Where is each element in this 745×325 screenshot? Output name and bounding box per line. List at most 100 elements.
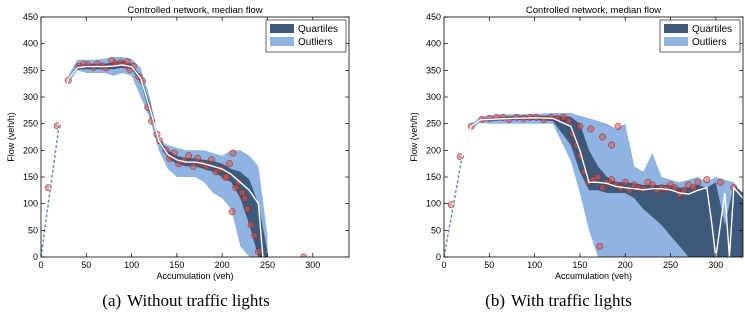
y-tick-label: 150	[426, 172, 441, 182]
chart-title: Controlled network, median flow	[127, 5, 262, 16]
x-tick-label: 100	[527, 260, 542, 270]
sample-point	[680, 186, 688, 194]
x-axis-label: Accumulation (veh)	[156, 271, 233, 281]
sample-point	[229, 149, 237, 157]
y-tick-label: 250	[426, 119, 441, 129]
x-tick-label: 300	[305, 260, 320, 270]
sample-point	[123, 58, 131, 66]
sample-point	[244, 205, 251, 213]
median-line	[41, 64, 264, 257]
sample-point	[223, 173, 231, 181]
outliers-band	[41, 57, 268, 257]
sample-point	[694, 178, 702, 186]
chart-without-traffic-lights: 0 50 100 150 200 250 300 0 50 100 150 200 250 300 350 4…	[6, 5, 350, 281]
sample-point	[228, 208, 236, 216]
x-tick-label: 150	[169, 260, 184, 270]
sample-point	[689, 184, 697, 192]
sample-point	[608, 141, 616, 149]
sample-point	[594, 173, 602, 181]
sample-point	[254, 248, 262, 256]
legend-swatch	[664, 24, 688, 33]
sample-point	[587, 125, 595, 133]
sample-point	[614, 122, 622, 130]
legend-swatch	[270, 37, 294, 46]
x-tick-label: 0	[38, 260, 43, 270]
x-tick-label: 200	[618, 260, 633, 270]
y-tick-label: 350	[23, 65, 38, 75]
legend-swatch	[664, 37, 688, 46]
sample-point	[170, 149, 178, 157]
sample-point	[576, 122, 584, 130]
caption-a-text: Without traffic lights	[127, 291, 270, 310]
caption-b-text: With traffic lights	[511, 291, 632, 310]
sample-point	[565, 117, 573, 125]
median-line	[444, 117, 743, 257]
plot-area	[41, 57, 308, 257]
plot-frame	[40, 16, 350, 258]
y-tick-label: 300	[23, 92, 38, 102]
sample-point	[102, 64, 110, 72]
x-tick-label: 250	[663, 260, 678, 270]
free-flow-ramp	[41, 125, 60, 257]
caption-b-tag: (b)	[485, 291, 505, 310]
sample-point	[648, 181, 656, 189]
caption-a-tag: (a)	[102, 291, 122, 310]
y-tick-label: 200	[23, 145, 38, 155]
panel-b: 0 50 100 150 200 250 300 0 50 100 150 200 250 300 350 4…	[372, 0, 745, 325]
sample-point	[599, 133, 607, 141]
sample-point	[300, 253, 308, 257]
x-tick-label: 250	[260, 260, 275, 270]
x-tick-label: 200	[215, 260, 230, 270]
sample-point	[505, 115, 513, 123]
y-tick-label: 450	[23, 12, 38, 22]
sample-point	[716, 178, 724, 186]
sample-point	[207, 156, 215, 164]
y-axis-label: Flow (veh/h)	[409, 112, 419, 162]
y-tick-label: 150	[23, 172, 38, 182]
x-tick-label: 0	[441, 260, 446, 270]
sample-point	[235, 178, 242, 186]
x-tick-label: 50	[484, 260, 494, 270]
sample-point	[247, 221, 255, 229]
chart-with-traffic-lights: 0 50 100 150 200 250 300 0 50 100 150 200 250 300 350 4…	[409, 5, 744, 281]
free-flow-ramp	[444, 156, 463, 257]
sample-point	[599, 184, 607, 192]
legend-label: Quartiles	[298, 24, 338, 35]
sample-point	[547, 113, 555, 121]
y-tick-label: 50	[431, 225, 441, 235]
sample-point	[185, 152, 193, 160]
y-tick-label: 200	[426, 145, 441, 155]
sample-point	[513, 113, 520, 121]
x-axis-label: Accumulation (veh)	[555, 271, 632, 281]
chart-title: Controlled network, median flow	[526, 5, 661, 16]
x-tick-label: 50	[81, 260, 91, 270]
sample-point	[194, 154, 202, 162]
y-tick-label: 400	[426, 39, 441, 49]
caption-a: (a) Without traffic lights	[0, 291, 372, 311]
y-tick-label: 50	[28, 225, 38, 235]
y-tick-label: 450	[426, 12, 441, 22]
legend-label: Outliers	[692, 37, 726, 48]
legend-swatch	[270, 24, 294, 33]
y-tick-label: 0	[33, 252, 38, 262]
panel-a: 0 50 100 150 200 250 300 0 50 100 150 200 250 300 350 4…	[0, 0, 372, 325]
sample-point	[485, 114, 493, 122]
sample-point	[608, 176, 616, 184]
sample-point	[703, 176, 711, 184]
legend-label: Quartiles	[692, 24, 732, 35]
y-tick-label: 250	[23, 119, 38, 129]
y-tick-label: 300	[426, 92, 441, 102]
sample-point	[560, 113, 568, 121]
sample-point	[499, 113, 507, 121]
y-tick-label: 350	[426, 65, 441, 75]
sample-point	[639, 185, 647, 193]
sample-point	[621, 178, 629, 186]
sample-point	[540, 115, 548, 123]
quartiles-band	[444, 115, 743, 257]
x-tick-label: 100	[124, 260, 139, 270]
x-tick-label: 150	[572, 260, 587, 270]
y-tick-label: 0	[436, 252, 441, 262]
caption-b: (b) With traffic lights	[372, 291, 745, 311]
y-tick-label: 400	[23, 39, 38, 49]
sample-point	[596, 242, 604, 250]
